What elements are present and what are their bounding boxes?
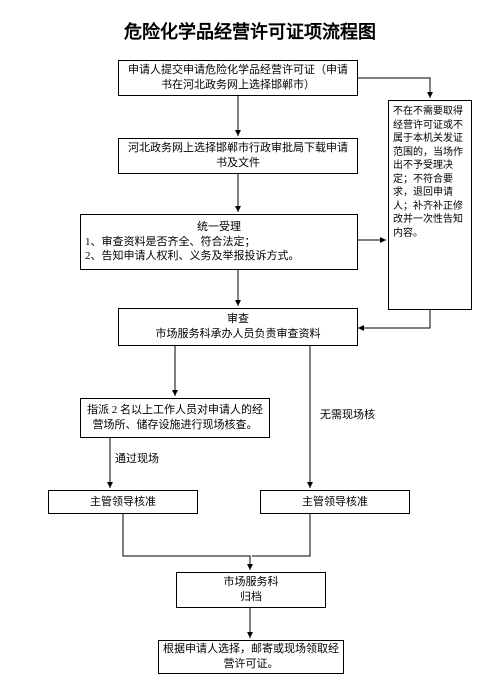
node-archive-line1: 市场服务科 (224, 575, 279, 590)
edge-label-pass-site: 通过现场 (115, 452, 159, 466)
node-archive-body: 市场服务科 归档 (224, 575, 279, 605)
node-submit-application: 申请人提交申请危险化学品经营许可证（申请书在河北政务网上选择邯郸市） (118, 60, 358, 96)
node-onsite-inspection: 指派 2 名以上工作人员对申请人的经营场所、储存设施进行现场核查。 (80, 398, 270, 438)
page-title: 危险化学品经营许可证项流程图 (0, 18, 500, 44)
node-review-title: 审查 (156, 312, 321, 327)
edge-label-no-site: 无需现场核 (320, 408, 375, 422)
node-archive: 市场服务科 归档 (176, 572, 326, 608)
node-review-body: 审查 市场服务科承办人员负责审查资料 (156, 312, 321, 342)
node-unified-acceptance-line2: 2、告知申请人权利、义务及举报投诉方式。 (85, 249, 353, 264)
node-approve-left: 主管领导核准 (48, 490, 198, 514)
node-review-text: 市场服务科承办人员负责审查资料 (156, 327, 321, 342)
node-review: 审查 市场服务科承办人员负责审查资料 (118, 308, 358, 346)
node-download-forms: 河北政务网上选择邯郸市行政审批局下载申请书及文件 (118, 138, 358, 174)
flowchart-page: 危险化学品经营许可证项流程图 申请人提交申请危险化学品经营许可证（申请书在河北政… (0, 0, 500, 692)
node-unified-acceptance-line1: 1、审查资料是否齐全、符合法定； (85, 235, 353, 250)
node-side-rejection: 不在不需要取得经营许可证或不属于本机关发证范围的，当场作出不予受理决定；不符合要… (388, 100, 472, 310)
node-unified-acceptance-body: 统一受理 1、审查资料是否齐全、符合法定； 2、告知申请人权利、义务及举报投诉方… (85, 220, 353, 265)
node-unified-acceptance: 统一受理 1、审查资料是否齐全、符合法定； 2、告知申请人权利、义务及举报投诉方… (80, 214, 358, 270)
node-pickup: 根据申请人选择，邮寄或现场领取经营许可证。 (158, 640, 344, 674)
node-unified-acceptance-title: 统一受理 (85, 220, 353, 235)
node-archive-line2: 归档 (224, 590, 279, 605)
node-approve-right: 主管领导核准 (260, 490, 410, 514)
